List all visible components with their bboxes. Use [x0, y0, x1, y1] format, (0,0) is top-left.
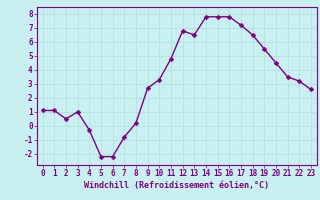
X-axis label: Windchill (Refroidissement éolien,°C): Windchill (Refroidissement éolien,°C): [84, 181, 269, 190]
